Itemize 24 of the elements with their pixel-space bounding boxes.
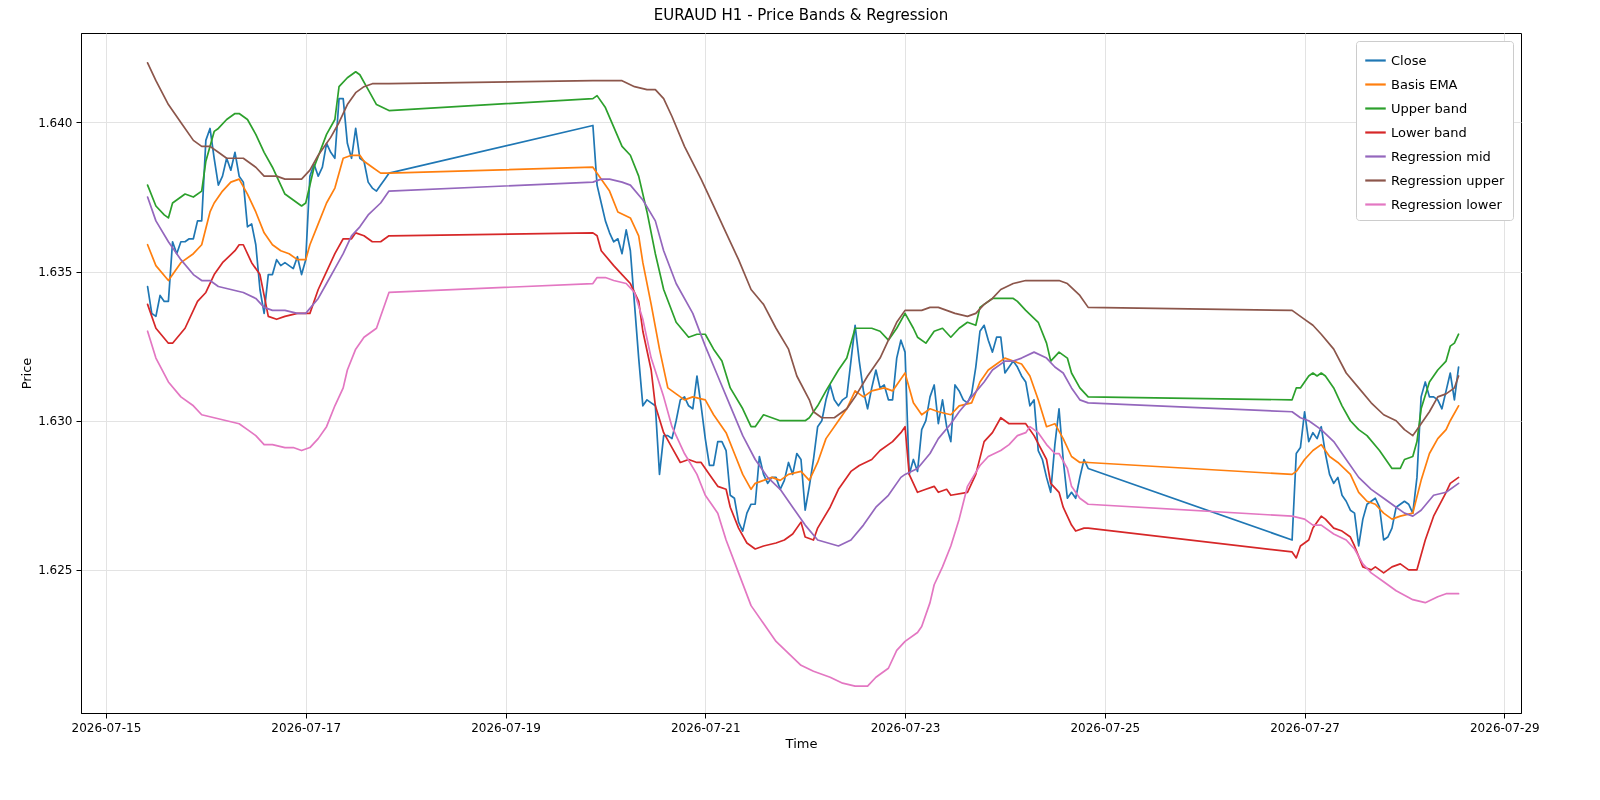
x-axis-title: Time [784,735,818,751]
x-tick-label: 2026-07-27 [1270,720,1340,735]
x-tick-label: 2026-07-21 [670,720,741,735]
line-series [146,276,1460,688]
y-axis-title: Price [19,357,35,390]
y-tick-label: 1.635 [38,265,73,280]
x-tick-label: 2026-07-25 [1070,720,1141,735]
x-tick-label: 2026-07-19 [471,720,541,735]
y-tick-label: 1.640 [38,115,73,130]
x-tick-label: 2026-07-23 [870,720,941,735]
legend-label: Lower band [1391,124,1467,140]
x-tick-label: 2026-07-17 [271,720,342,735]
chart-title: EURAUD H1 - Price Bands & Regression [653,6,949,24]
legend-label: Upper band [1391,100,1468,116]
x-tick-label: 2026-07-29 [1469,720,1540,735]
x-tick-label: 2026-07-15 [71,720,142,735]
legend-label: Regression mid [1391,148,1491,164]
legend-label: Regression upper [1391,172,1505,188]
legend-label: Basis EMA [1391,76,1458,92]
line-series [146,231,1460,574]
legend-label: Close [1391,52,1427,68]
y-tick-label: 1.625 [38,563,73,578]
y-tick-label: 1.630 [38,414,73,429]
legend-label: Regression lower [1391,196,1503,212]
